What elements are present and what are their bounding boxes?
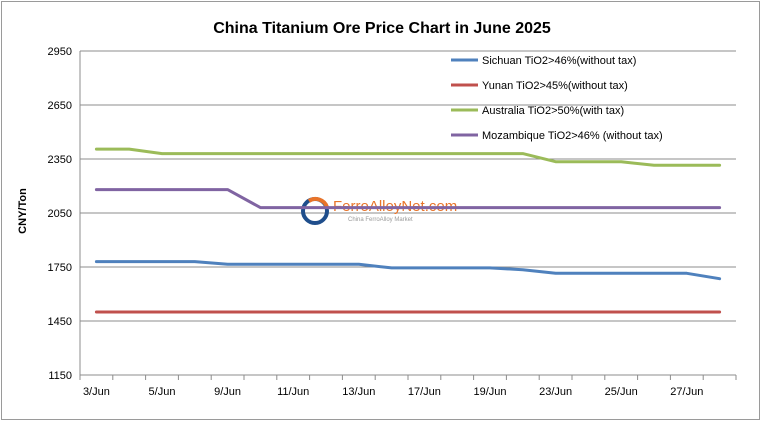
series-line-3 xyxy=(94,147,722,167)
y-tick-label: 1150 xyxy=(48,370,72,382)
series-lines xyxy=(94,147,722,314)
legend-label: Mozambique TiO2>46% (without tax) xyxy=(482,130,663,142)
axes: 1150 1450 1750 2050 2350 2650 2950 3/Jun 5/Jun 9/… xyxy=(48,46,737,398)
y-tick-label: 2050 xyxy=(48,208,72,220)
chart-title: China Titanium Ore Price Chart in June 2… xyxy=(213,20,551,37)
watermark-logo: FerroAlloyNet.com China FerroAlloy Marke… xyxy=(301,197,457,225)
watermark-arc-icon xyxy=(307,197,329,208)
x-tick-label: 19/Jun xyxy=(473,386,506,398)
series-line-4 xyxy=(94,188,722,210)
x-tick-label: 9/Jun xyxy=(214,386,241,398)
x-tick-label: 23/Jun xyxy=(539,386,572,398)
legend-label: Yunan TiO2>45%(without tax) xyxy=(482,80,628,92)
x-tick-label: 13/Jun xyxy=(342,386,375,398)
y-axis-label: CNY/Ton xyxy=(17,188,29,234)
y-tick-label: 2950 xyxy=(48,46,72,58)
x-tick-label: 27/Jun xyxy=(670,386,703,398)
series-line-1 xyxy=(94,260,722,281)
y-tick-label: 2350 xyxy=(48,154,72,166)
legend-label: Sichuan TiO2>46%(without tax) xyxy=(482,55,636,67)
y-tick-label: 1750 xyxy=(48,262,72,274)
x-tick-label: 17/Jun xyxy=(408,386,441,398)
x-tick-label: 5/Jun xyxy=(149,386,176,398)
y-tick-label: 1450 xyxy=(48,316,72,328)
x-tick-label: 25/Jun xyxy=(605,386,638,398)
watermark-tagline: China FerroAlloy Market xyxy=(348,217,413,223)
x-tick-label: 3/Jun xyxy=(83,386,110,398)
legend-label: Australia TiO2>50%(with tax) xyxy=(482,105,624,117)
grid xyxy=(80,50,736,322)
legend: Sichuan TiO2>46%(without tax) Yunan TiO2>… xyxy=(451,55,663,142)
y-tick-label: 2650 xyxy=(48,100,72,112)
x-tick-label: 11/Jun xyxy=(277,386,309,398)
